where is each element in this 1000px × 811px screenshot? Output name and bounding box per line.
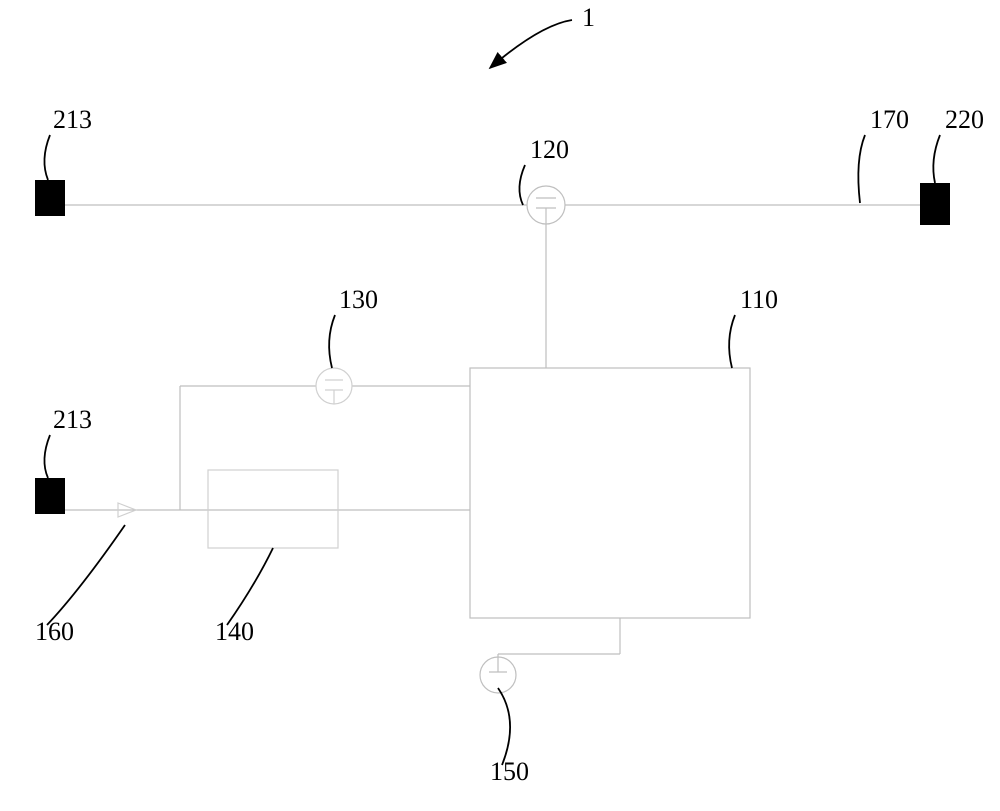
leader-l170 — [858, 135, 865, 203]
label-l170: 170 — [870, 105, 909, 134]
schematic-wiring — [65, 205, 920, 658]
leader-l120 — [519, 165, 525, 205]
leader-l130 — [329, 315, 335, 368]
label-l160: 160 — [35, 617, 74, 646]
terminal-b213_mid — [35, 478, 65, 514]
label-leaders — [44, 20, 940, 765]
leader-l110 — [729, 315, 735, 368]
leader-l213_mid — [44, 435, 50, 478]
block-140 — [208, 470, 338, 548]
terminal-blocks — [35, 180, 950, 514]
label-l150: 150 — [490, 757, 529, 786]
terminal-b213_top — [35, 180, 65, 216]
leader-fig — [490, 20, 572, 68]
leader-l140 — [227, 548, 273, 625]
block-110 — [470, 368, 750, 618]
label-fig: 1 — [582, 3, 595, 32]
leader-l213_top — [44, 135, 50, 180]
label-l130: 130 — [339, 285, 378, 314]
label-l140: 140 — [215, 617, 254, 646]
label-l220: 220 — [945, 105, 984, 134]
label-l110: 110 — [740, 285, 778, 314]
label-l213_mid: 213 — [53, 405, 92, 434]
leader-l150 — [498, 688, 510, 765]
terminal-b220 — [920, 183, 950, 225]
circuit-diagram: 1 213 170 220 120 130 110 213 160 140 150 — [0, 0, 1000, 811]
label-l120: 120 — [530, 135, 569, 164]
leader-l220 — [933, 135, 940, 183]
label-l213_top: 213 — [53, 105, 92, 134]
schematic-components — [118, 186, 750, 693]
leader-l160 — [47, 525, 125, 625]
